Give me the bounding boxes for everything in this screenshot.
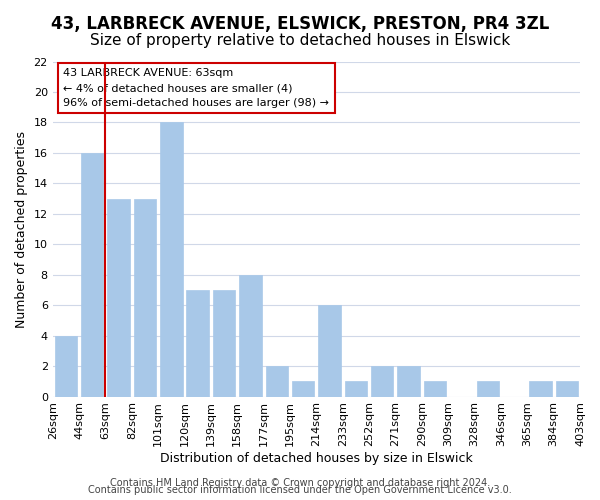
- Bar: [344, 382, 367, 396]
- Bar: [266, 366, 288, 396]
- Bar: [424, 382, 446, 396]
- Bar: [160, 122, 182, 396]
- Bar: [213, 290, 235, 397]
- Bar: [107, 198, 130, 396]
- Bar: [55, 336, 77, 396]
- X-axis label: Distribution of detached houses by size in Elswick: Distribution of detached houses by size …: [160, 452, 473, 465]
- Bar: [239, 274, 262, 396]
- Bar: [371, 366, 394, 396]
- Text: 43, LARBRECK AVENUE, ELSWICK, PRESTON, PR4 3ZL: 43, LARBRECK AVENUE, ELSWICK, PRESTON, P…: [51, 15, 549, 33]
- Bar: [319, 305, 341, 396]
- Y-axis label: Number of detached properties: Number of detached properties: [15, 130, 28, 328]
- Bar: [134, 198, 156, 396]
- Text: Contains HM Land Registry data © Crown copyright and database right 2024.: Contains HM Land Registry data © Crown c…: [110, 478, 490, 488]
- Text: Contains public sector information licensed under the Open Government Licence v3: Contains public sector information licen…: [88, 485, 512, 495]
- Bar: [81, 153, 103, 396]
- Bar: [292, 382, 314, 396]
- Bar: [476, 382, 499, 396]
- Bar: [556, 382, 578, 396]
- Text: 43 LARBRECK AVENUE: 63sqm
← 4% of detached houses are smaller (4)
96% of semi-de: 43 LARBRECK AVENUE: 63sqm ← 4% of detach…: [63, 68, 329, 108]
- Bar: [397, 366, 420, 396]
- Bar: [187, 290, 209, 397]
- Text: Size of property relative to detached houses in Elswick: Size of property relative to detached ho…: [90, 32, 510, 48]
- Bar: [529, 382, 551, 396]
